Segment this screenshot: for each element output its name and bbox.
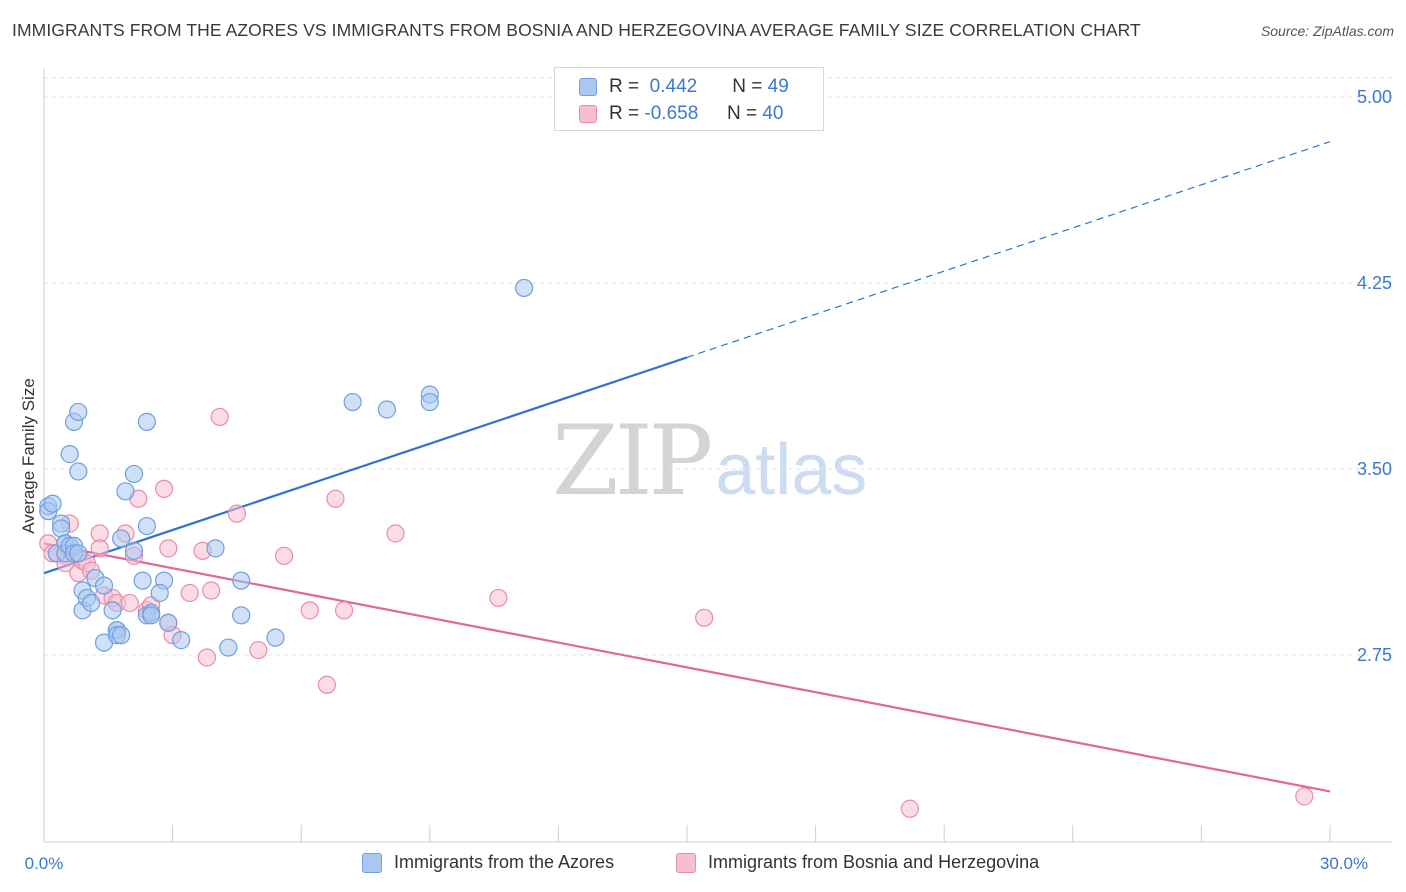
point-azores bbox=[43, 494, 62, 513]
point-bosnia bbox=[90, 539, 109, 558]
point-azores bbox=[219, 638, 238, 657]
watermark-zip: ZIP bbox=[552, 405, 713, 517]
point-bosnia bbox=[120, 593, 139, 613]
point-bosnia bbox=[386, 524, 405, 543]
point-azores bbox=[172, 631, 191, 650]
point-bosnia bbox=[202, 581, 221, 600]
series-swatch-azores bbox=[362, 852, 382, 873]
axes bbox=[43, 68, 1392, 843]
watermark-atlas: atlas bbox=[715, 430, 868, 510]
legend-swatch-bosnia bbox=[579, 105, 597, 123]
trend-line-bosnia bbox=[43, 542, 1331, 793]
axis-labels: 2.75 3.50 4.25 5.00 0.0% 30.0% Average Family … bbox=[19, 87, 1392, 873]
trend-line-azores bbox=[43, 356, 688, 575]
point-bosnia bbox=[334, 601, 354, 620]
point-azores bbox=[112, 529, 131, 548]
y-tick-label: 3.50 bbox=[1357, 459, 1392, 479]
point-azores bbox=[60, 445, 79, 464]
point-bosnia bbox=[489, 588, 508, 608]
series-legend-azores: Immigrants from the Azores bbox=[362, 852, 614, 873]
series-legend-bosnia: Immigrants from Bosnia and Herzegovina bbox=[676, 852, 1039, 873]
point-bosnia bbox=[197, 648, 216, 667]
legend-r-value: -0.658 bbox=[644, 103, 699, 124]
stats-legend: R = 0.442 N = 49 R = -0.658 N = 40 bbox=[554, 67, 824, 131]
point-azores bbox=[266, 628, 285, 647]
y-axis-title: Average Family Size bbox=[19, 378, 38, 534]
y-tick-label: 5.00 bbox=[1357, 87, 1392, 107]
legend-row-bosnia: R = -0.658 N = 40 bbox=[579, 101, 783, 127]
point-azores bbox=[69, 544, 88, 563]
legend-r-value: 0.442 bbox=[649, 76, 698, 97]
point-azores bbox=[124, 464, 144, 484]
trend-line-azores-projection bbox=[686, 141, 1331, 358]
watermark: ZIPatlas bbox=[552, 405, 867, 517]
x-tick-label: 30.0% bbox=[1320, 854, 1368, 873]
point-bosnia bbox=[159, 539, 178, 558]
point-azores bbox=[112, 626, 131, 645]
point-bosnia bbox=[317, 675, 337, 694]
point-azores bbox=[343, 392, 362, 412]
point-bosnia bbox=[274, 546, 294, 565]
point-azores bbox=[69, 402, 88, 422]
series-swatch-bosnia bbox=[676, 852, 696, 873]
point-bosnia bbox=[180, 583, 199, 603]
x-tick-label: 0.0% bbox=[25, 854, 64, 873]
point-azores bbox=[159, 613, 178, 632]
point-bosnia bbox=[326, 489, 345, 508]
point-bosnia bbox=[900, 799, 920, 818]
point-azores bbox=[94, 576, 114, 595]
gridlines bbox=[44, 77, 1392, 656]
point-azores bbox=[137, 516, 156, 536]
series-legend: Immigrants from the Azores Immigrants fr… bbox=[0, 852, 1406, 878]
legend-row-azores: R = 0.442 N = 49 bbox=[579, 74, 789, 100]
point-azores bbox=[69, 462, 88, 481]
point-azores bbox=[232, 571, 251, 590]
point-bosnia bbox=[227, 504, 246, 523]
point-azores bbox=[377, 400, 397, 419]
legend-n-label: N = bbox=[726, 103, 758, 124]
legend-r-label: R = bbox=[609, 76, 640, 97]
chart-title: IMMIGRANTS FROM THE AZORES VS IMMIGRANTS… bbox=[12, 20, 1141, 40]
series-label-azores: Immigrants from the Azores bbox=[394, 852, 615, 872]
point-azores bbox=[124, 541, 144, 560]
point-azores bbox=[116, 482, 135, 501]
point-azores bbox=[515, 278, 534, 298]
legend-n-value: 40 bbox=[762, 103, 784, 124]
legend-swatch-azores bbox=[579, 78, 597, 96]
legend-n-value: 49 bbox=[767, 76, 789, 97]
point-azores bbox=[137, 412, 156, 431]
series-label-bosnia: Immigrants from Bosnia and Herzegovina bbox=[708, 852, 1040, 872]
point-azores bbox=[103, 601, 122, 620]
point-azores bbox=[232, 606, 251, 625]
legend-r-label: R = bbox=[609, 103, 640, 124]
legend-n-label: N = bbox=[732, 76, 763, 97]
chart-source: Source: ZipAtlas.com bbox=[1260, 23, 1394, 39]
point-bosnia bbox=[154, 479, 174, 498]
point-azores bbox=[206, 539, 225, 558]
point-azores bbox=[142, 606, 161, 625]
data-points bbox=[39, 278, 1314, 818]
point-bosnia bbox=[249, 640, 268, 660]
point-azores bbox=[420, 392, 439, 412]
trend-lines bbox=[43, 141, 1331, 793]
y-tick-label: 2.75 bbox=[1357, 645, 1392, 665]
point-bosnia bbox=[695, 608, 714, 627]
point-bosnia bbox=[300, 601, 319, 620]
point-azores bbox=[133, 571, 152, 590]
point-azores bbox=[150, 583, 169, 603]
point-bosnia bbox=[210, 407, 229, 427]
point-azores bbox=[82, 593, 101, 613]
point-bosnia bbox=[1295, 787, 1314, 806]
y-tick-label: 4.25 bbox=[1357, 273, 1392, 293]
